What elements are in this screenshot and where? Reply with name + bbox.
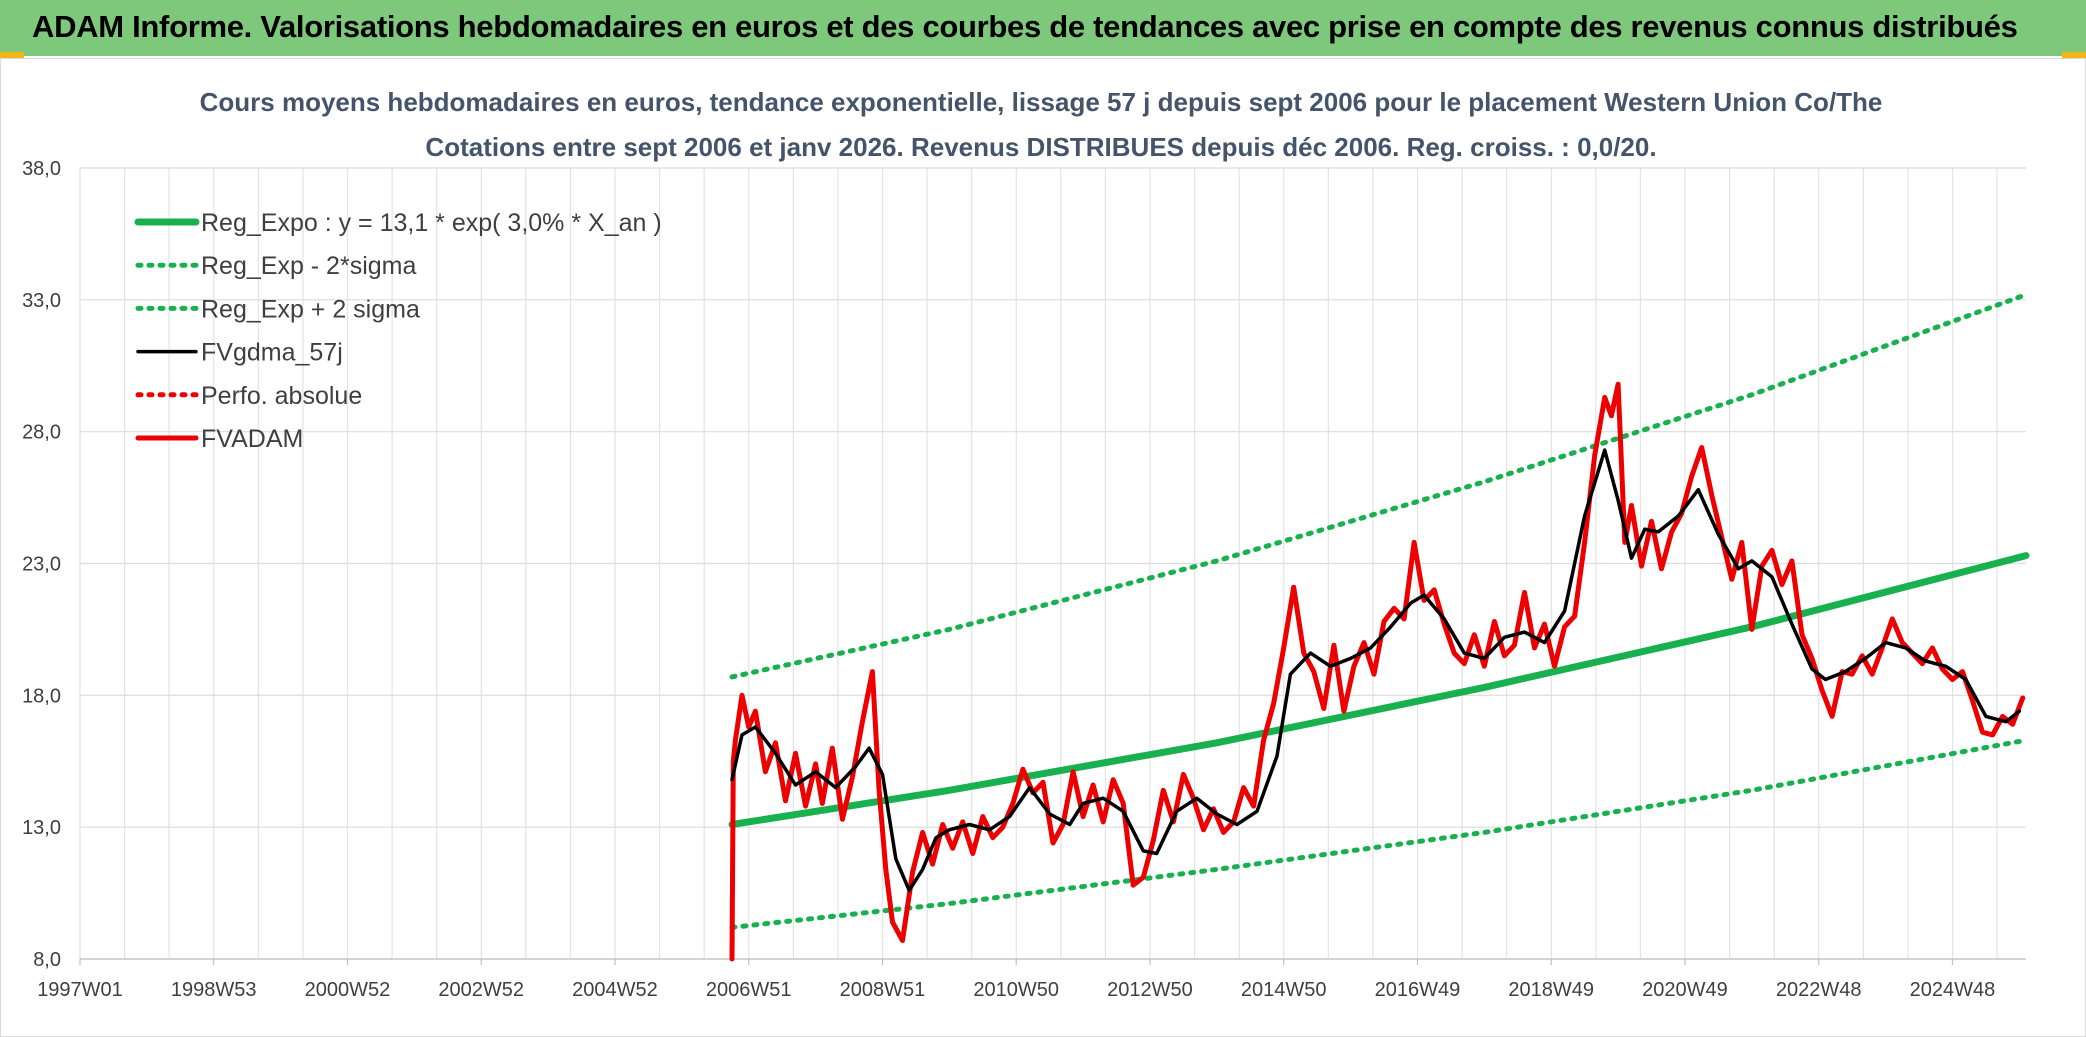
y-tick-label: 8,0 bbox=[33, 949, 61, 971]
x-tick-label: 2018W49 bbox=[1508, 979, 1594, 1001]
legend-label-1: Reg_Exp - 2*sigma bbox=[201, 252, 416, 280]
legend-label-2: Reg_Exp + 2 sigma bbox=[201, 295, 420, 323]
x-tick-label: 2004W52 bbox=[572, 979, 658, 1001]
x-tick-label: 2008W51 bbox=[840, 979, 926, 1001]
legend-label-5: FVADAM bbox=[201, 425, 303, 453]
corner-accent-left bbox=[0, 52, 24, 58]
x-tick-label: 2012W50 bbox=[1107, 979, 1193, 1001]
y-axis: 8,0 13,0 18,0 23,0 28,0 33,0 38,0 bbox=[22, 158, 61, 971]
y-tick-label: 38,0 bbox=[22, 158, 61, 180]
series-line-3 bbox=[729, 381, 2026, 962]
x-axis: 1997W01 1998W53 2000W52 2002W52 2004W52 2006W… bbox=[37, 958, 2026, 1001]
legend-label-4: Perfo. absolue bbox=[201, 382, 362, 410]
legend-label-3: FVgdma_57j bbox=[201, 339, 343, 367]
y-tick-label: 13,0 bbox=[22, 817, 61, 839]
report-title: ADAM Informe. Valorisations hebdomadaire… bbox=[32, 9, 2018, 44]
x-tick-label: 2016W49 bbox=[1375, 979, 1461, 1001]
x-tick-label: 1997W01 bbox=[37, 979, 123, 1001]
chart-title-line-1: Cours moyens hebdomadaires en euros, ten… bbox=[200, 87, 1883, 117]
legend: Reg_Expo : y = 13,1 * exp( 3,0% * X_an )… bbox=[134, 209, 662, 453]
series-line-2 bbox=[728, 552, 2030, 828]
y-tick-label: 18,0 bbox=[22, 685, 61, 707]
x-tick-label: 2006W51 bbox=[706, 979, 792, 1001]
y-tick-label: 28,0 bbox=[22, 422, 61, 444]
series-line-4 bbox=[730, 448, 2022, 893]
x-tick-label: 2010W50 bbox=[973, 979, 1059, 1001]
x-tick-label: 2022W48 bbox=[1776, 979, 1862, 1001]
series-line-0 bbox=[729, 737, 2029, 930]
y-tick-label: 23,0 bbox=[22, 554, 61, 576]
series-line-1 bbox=[729, 292, 2029, 680]
legend-label-0: Reg_Expo : y = 13,1 * exp( 3,0% * X_an ) bbox=[201, 209, 662, 237]
x-tick-label: 2002W52 bbox=[438, 979, 524, 1001]
x-tick-label: 2024W48 bbox=[1910, 979, 1996, 1001]
x-tick-label: 2020W49 bbox=[1642, 979, 1728, 1001]
x-tick-label: 2014W50 bbox=[1241, 979, 1327, 1001]
chart-title-line-2: Cotations entre sept 2006 et janv 2026. … bbox=[425, 132, 1656, 162]
x-tick-label: 1998W53 bbox=[171, 979, 257, 1001]
plot-series bbox=[728, 292, 2030, 962]
corner-accent-right bbox=[2062, 52, 2086, 58]
y-tick-label: 33,0 bbox=[22, 290, 61, 312]
report-banner: ADAM Informe. Valorisations hebdomadaire… bbox=[0, 0, 2086, 58]
x-tick-label: 2000W52 bbox=[305, 979, 391, 1001]
